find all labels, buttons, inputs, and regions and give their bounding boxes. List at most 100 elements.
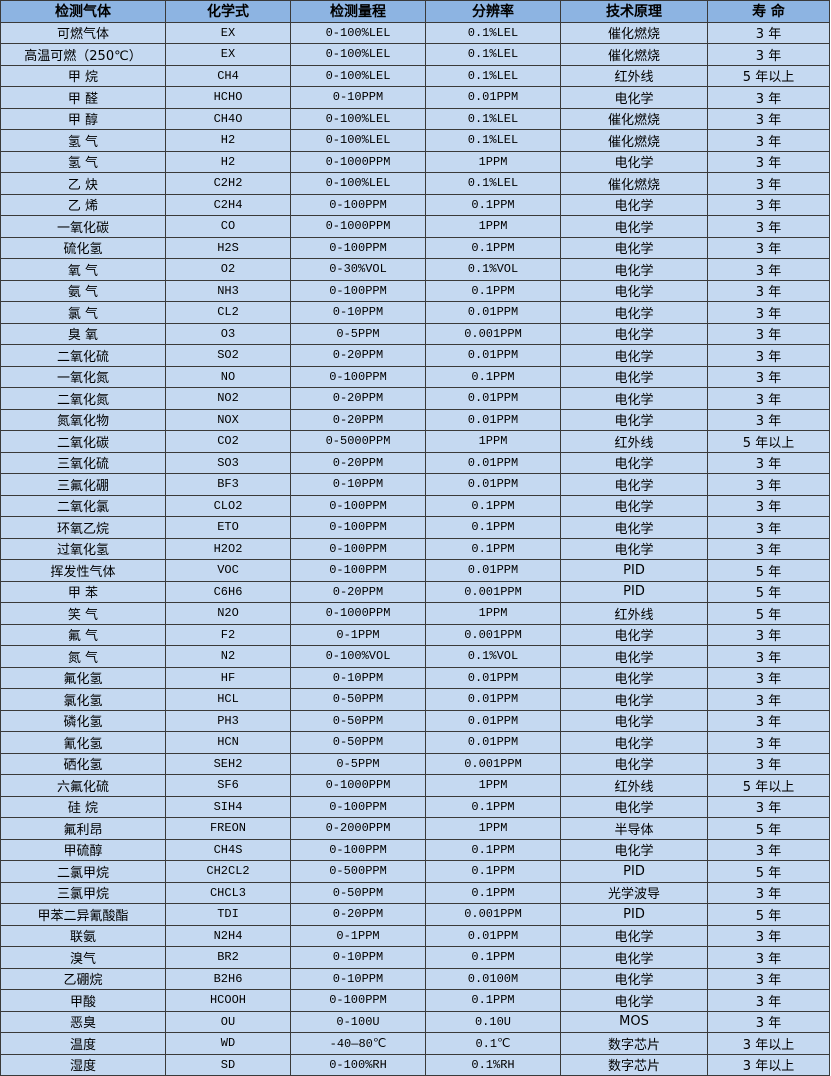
formula-cell: BR2 <box>165 946 291 969</box>
gas-name-cell: 氮氧化物 <box>0 408 166 431</box>
gas-name-cell: 氰化氢 <box>0 731 166 754</box>
table-row: 臭 氧 O3 0-5PPM 0.001PPM 电化学 3 年 <box>0 322 830 345</box>
formula-cell: ETO <box>165 516 291 539</box>
formula-cell: B2H6 <box>165 967 291 990</box>
resolution-cell: 0.001PPM <box>425 580 561 603</box>
table-row: 可燃气体 EX 0-100%LEL 0.1%LEL 催化燃烧 3 年 <box>0 21 830 44</box>
table-row: 氰化氢 HCN 0-50PPM 0.01PPM 电化学 3 年 <box>0 731 830 754</box>
resolution-cell: 0.01PPM <box>425 473 561 496</box>
range-cell: 0-1000PPM <box>290 215 426 238</box>
lifespan-cell: 3 年 <box>707 494 830 517</box>
lifespan-cell: 3 年 <box>707 666 830 689</box>
lifespan-cell: 3 年 <box>707 709 830 732</box>
resolution-cell: 0.1%LEL <box>425 107 561 130</box>
resolution-cell: 1PPM <box>425 430 561 453</box>
range-cell: 0-1PPM <box>290 924 426 947</box>
principle-cell: 电化学 <box>560 688 708 711</box>
table-row: 二氧化硫 SO2 0-20PPM 0.01PPM 电化学 3 年 <box>0 344 830 367</box>
table-row: 甲硫醇 CH4S 0-100PPM 0.1PPM 电化学 3 年 <box>0 838 830 861</box>
resolution-cell: 0.1℃ <box>425 1032 561 1055</box>
formula-cell: CH2CL2 <box>165 860 291 883</box>
resolution-cell: 0.001PPM <box>425 903 561 926</box>
header-formula: 化学式 <box>165 0 291 23</box>
resolution-cell: 0.1PPM <box>425 193 561 216</box>
gas-name-cell: 臭 氧 <box>0 322 166 345</box>
formula-cell: CHCL3 <box>165 881 291 904</box>
formula-cell: OU <box>165 1010 291 1033</box>
principle-cell: 电化学 <box>560 258 708 281</box>
table-row: 甲酸 HCOOH 0-100PPM 0.1PPM 电化学 3 年 <box>0 989 830 1012</box>
lifespan-cell: 3 年 <box>707 645 830 668</box>
header-principle: 技术原理 <box>560 0 708 23</box>
formula-cell: O2 <box>165 258 291 281</box>
lifespan-cell: 3 年 <box>707 215 830 238</box>
lifespan-cell: 3 年 <box>707 537 830 560</box>
header-gas: 检测气体 <box>0 0 166 23</box>
range-cell: 0-20PPM <box>290 408 426 431</box>
principle-cell: 电化学 <box>560 752 708 775</box>
resolution-cell: 0.1%LEL <box>425 43 561 66</box>
resolution-cell: 0.1PPM <box>425 881 561 904</box>
resolution-cell: 1PPM <box>425 150 561 173</box>
formula-cell: H2S <box>165 236 291 259</box>
resolution-cell: 0.001PPM <box>425 322 561 345</box>
resolution-cell: 1PPM <box>425 817 561 840</box>
resolution-cell: 0.01PPM <box>425 387 561 410</box>
lifespan-cell: 3 年 <box>707 365 830 388</box>
table-row: 氮 气 N2 0-100%VOL 0.1%VOL 电化学 3 年 <box>0 645 830 668</box>
gas-name-cell: 甲 醇 <box>0 107 166 130</box>
lifespan-cell: 3 年 <box>707 322 830 345</box>
principle-cell: 电化学 <box>560 387 708 410</box>
range-cell: 0-10PPM <box>290 967 426 990</box>
range-cell: 0-20PPM <box>290 387 426 410</box>
range-cell: 0-5PPM <box>290 752 426 775</box>
table-row: 氟化氢 HF 0-10PPM 0.01PPM 电化学 3 年 <box>0 666 830 689</box>
header-row: 检测气体 化学式 检测量程 分辨率 技术原理寿 命 <box>0 0 830 23</box>
table-row: 氟 气 F2 0-1PPM 0.001PPM 电化学 3 年 <box>0 623 830 646</box>
formula-cell: O3 <box>165 322 291 345</box>
table-row: 二氧化氮 NO2 0-20PPM 0.01PPM 电化学 3 年 <box>0 387 830 410</box>
range-cell: 0-1000PPM <box>290 150 426 173</box>
gas-name-cell: 环氧乙烷 <box>0 516 166 539</box>
lifespan-cell: 5 年 <box>707 580 830 603</box>
resolution-cell: 0.001PPM <box>425 623 561 646</box>
table-row: 乙 炔 C2H2 0-100%LEL 0.1%LEL 催化燃烧 3 年 <box>0 172 830 195</box>
range-cell: 0-20PPM <box>290 451 426 474</box>
formula-cell: HCHO <box>165 86 291 109</box>
table-row: 溴气 BR2 0-10PPM 0.1PPM 电化学 3 年 <box>0 946 830 969</box>
formula-cell: NO <box>165 365 291 388</box>
lifespan-cell: 3 年 <box>707 344 830 367</box>
formula-cell: C2H2 <box>165 172 291 195</box>
resolution-cell: 0.01PPM <box>425 666 561 689</box>
principle-cell: 电化学 <box>560 473 708 496</box>
principle-cell: 电化学 <box>560 537 708 560</box>
range-cell: 0-50PPM <box>290 881 426 904</box>
table-row: 甲苯二异氰酸酯 TDI 0-20PPM 0.001PPM PID 5 年 <box>0 903 830 926</box>
table-row: 联氨 N2H4 0-1PPM 0.01PPM 电化学 3 年 <box>0 924 830 947</box>
range-cell: 0-100PPM <box>290 838 426 861</box>
resolution-cell: 0.1%RH <box>425 1053 561 1076</box>
lifespan-cell: 3 年 <box>707 473 830 496</box>
table-row: 三氧化硫 SO3 0-20PPM 0.01PPM 电化学 3 年 <box>0 451 830 474</box>
lifespan-cell: 3 年 <box>707 193 830 216</box>
formula-cell: SF6 <box>165 774 291 797</box>
lifespan-cell: 3 年 <box>707 408 830 431</box>
table-row: 氨 气 NH3 0-100PPM 0.1PPM 电化学 3 年 <box>0 279 830 302</box>
table-row: 氮氧化物 NOX 0-20PPM 0.01PPM 电化学 3 年 <box>0 408 830 431</box>
formula-cell: N2H4 <box>165 924 291 947</box>
lifespan-cell: 3 年 <box>707 387 830 410</box>
range-cell: 0-10PPM <box>290 666 426 689</box>
table-row: 乙硼烷 B2H6 0-10PPM 0.0100M 电化学 3 年 <box>0 967 830 990</box>
gas-name-cell: 六氟化硫 <box>0 774 166 797</box>
table-row: 甲 醇 CH4O 0-100%LEL 0.1%LEL 催化燃烧 3 年 <box>0 107 830 130</box>
lifespan-cell: 3 年 <box>707 451 830 474</box>
lifespan-cell: 5 年 <box>707 559 830 582</box>
principle-cell: 数字芯片 <box>560 1053 708 1076</box>
lifespan-cell: 3 年 <box>707 752 830 775</box>
principle-cell: 电化学 <box>560 193 708 216</box>
resolution-cell: 0.01PPM <box>425 924 561 947</box>
formula-cell: CLO2 <box>165 494 291 517</box>
principle-cell: PID <box>560 903 708 926</box>
formula-cell: CH4S <box>165 838 291 861</box>
range-cell: 0-100PPM <box>290 236 426 259</box>
